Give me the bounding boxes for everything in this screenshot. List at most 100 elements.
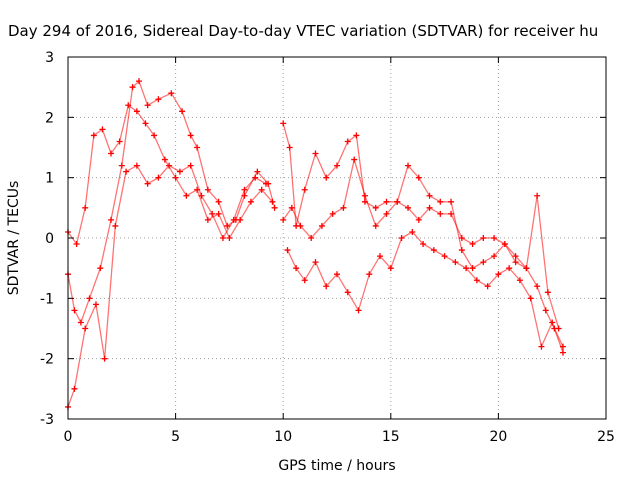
series-trace xyxy=(286,231,564,353)
data-point-marker xyxy=(262,180,269,187)
x-tick-label: 15 xyxy=(382,429,400,445)
data-point-marker xyxy=(534,192,541,199)
data-point-marker xyxy=(534,283,541,290)
data-point-marker xyxy=(226,235,233,241)
data-point-marker xyxy=(415,174,422,181)
x-tick-label: 0 xyxy=(64,429,73,445)
data-point-marker xyxy=(480,235,487,241)
data-point-marker xyxy=(458,235,465,241)
y-axis-title: SDTVAR / TECUs xyxy=(6,181,22,296)
x-tick-label: 20 xyxy=(489,429,507,445)
y-tick-label: 2 xyxy=(45,110,54,126)
data-point-marker xyxy=(288,204,295,211)
data-point-marker xyxy=(409,228,416,235)
data-point-marker xyxy=(215,210,222,217)
data-point-marker xyxy=(340,204,347,211)
data-point-marker xyxy=(71,385,78,392)
data-point-marker xyxy=(297,222,304,229)
data-point-marker xyxy=(448,198,455,205)
data-point-marker xyxy=(301,277,308,284)
data-point-marker xyxy=(512,253,519,260)
data-point-marker xyxy=(491,235,498,241)
data-point-marker xyxy=(258,186,265,193)
data-point-marker xyxy=(387,265,394,272)
data-point-marker xyxy=(463,265,470,272)
data-point-marker xyxy=(82,204,89,211)
data-point-marker xyxy=(361,192,368,199)
data-point-marker xyxy=(133,108,140,115)
data-point-marker xyxy=(286,144,293,151)
data-point-marker xyxy=(108,216,115,223)
y-tick-label: 1 xyxy=(45,171,54,187)
data-point-marker xyxy=(344,138,351,145)
data-point-marker xyxy=(219,235,226,241)
data-point-marker xyxy=(495,271,502,278)
data-point-marker xyxy=(318,222,325,229)
data-point-marker xyxy=(544,289,551,296)
data-point-marker xyxy=(112,222,119,229)
data-point-marker xyxy=(172,174,179,181)
series-1 xyxy=(65,78,278,326)
data-point-marker xyxy=(73,241,80,248)
data-point-marker xyxy=(136,78,143,85)
data-point-marker xyxy=(355,307,362,314)
data-point-marker xyxy=(480,259,487,266)
data-point-marker xyxy=(204,186,211,193)
data-point-marker xyxy=(155,96,162,103)
data-point-marker xyxy=(372,204,379,211)
data-point-marker xyxy=(469,265,476,272)
data-point-marker xyxy=(415,216,422,223)
data-point-marker xyxy=(484,283,491,290)
data-point-marker xyxy=(82,325,89,332)
data-point-marker xyxy=(523,265,530,272)
x-axis-title: GPS time / hours xyxy=(278,458,395,474)
grid-layer xyxy=(68,57,606,419)
series-trace xyxy=(67,164,267,408)
data-point-marker xyxy=(437,210,444,217)
data-point-marker xyxy=(559,349,566,356)
x-tick-label: 25 xyxy=(597,429,615,445)
data-point-marker xyxy=(269,198,276,205)
data-point-marker xyxy=(99,126,106,133)
data-point-marker xyxy=(542,307,549,314)
y-tick-label: -3 xyxy=(40,412,54,428)
data-point-marker xyxy=(133,162,140,169)
data-point-marker xyxy=(116,138,123,145)
series-5 xyxy=(280,156,562,332)
data-point-marker xyxy=(538,343,545,350)
data-point-marker xyxy=(241,186,248,193)
data-point-marker xyxy=(549,319,556,326)
data-point-marker xyxy=(301,186,308,193)
data-point-marker xyxy=(168,90,175,97)
data-point-marker xyxy=(97,265,104,272)
data-point-marker xyxy=(198,192,205,199)
data-point-marker xyxy=(452,259,459,266)
data-point-marker xyxy=(129,84,136,91)
data-point-marker xyxy=(247,198,254,205)
data-point-marker xyxy=(142,120,149,127)
data-point-marker xyxy=(458,247,465,254)
data-point-marker xyxy=(473,277,480,284)
data-point-marker xyxy=(405,162,412,169)
series-trace xyxy=(67,79,276,325)
data-point-marker xyxy=(161,156,168,163)
data-point-marker xyxy=(71,307,78,314)
data-point-marker xyxy=(491,253,498,260)
series-layer xyxy=(65,78,566,410)
data-point-marker xyxy=(383,210,390,217)
data-point-marker xyxy=(187,162,194,169)
data-point-marker xyxy=(293,265,300,272)
data-point-marker xyxy=(280,216,287,223)
data-point-marker xyxy=(405,204,412,211)
data-point-marker xyxy=(284,247,291,254)
data-point-marker xyxy=(469,241,476,248)
series-trace xyxy=(67,104,273,246)
data-point-marker xyxy=(224,222,231,229)
series-4 xyxy=(280,120,566,350)
data-point-marker xyxy=(254,168,261,175)
series-2 xyxy=(65,102,276,248)
data-point-marker xyxy=(441,253,448,260)
data-point-marker xyxy=(506,265,513,272)
series-trace xyxy=(282,123,564,347)
